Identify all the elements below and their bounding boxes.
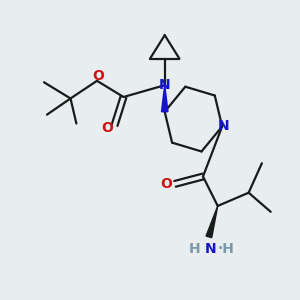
Text: O: O: [160, 177, 172, 191]
Text: H: H: [188, 242, 200, 256]
Text: O: O: [101, 121, 113, 135]
Polygon shape: [206, 206, 218, 238]
Text: N: N: [205, 242, 216, 256]
Polygon shape: [161, 85, 168, 112]
Text: N: N: [159, 78, 170, 92]
Text: ·H: ·H: [218, 242, 235, 256]
Text: O: O: [92, 69, 104, 83]
Text: N: N: [218, 119, 230, 134]
